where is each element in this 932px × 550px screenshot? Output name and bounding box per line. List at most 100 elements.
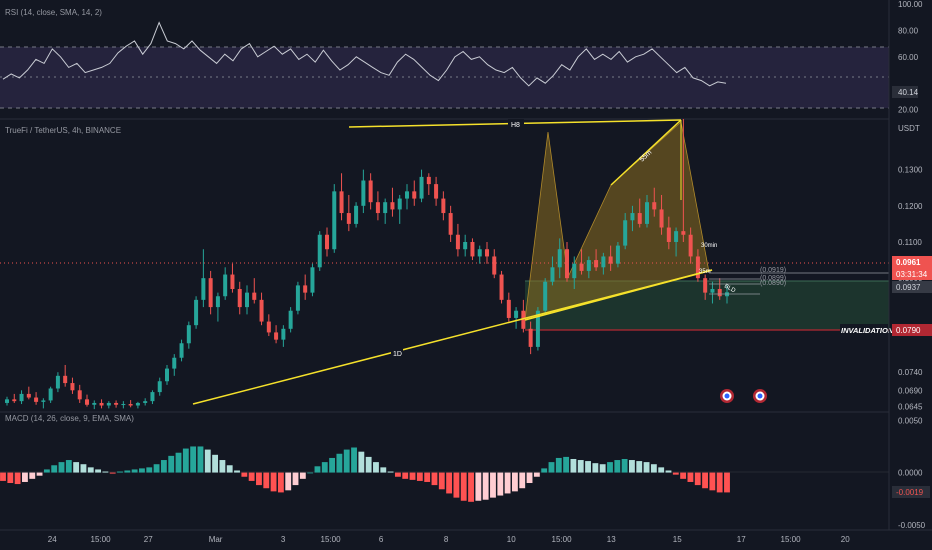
- macd-tick-label: 0.0050: [898, 416, 923, 425]
- event-icon-2[interactable]: [753, 389, 767, 403]
- candle-body: [346, 213, 351, 224]
- candle-body: [266, 321, 271, 333]
- h8-label: H8: [511, 122, 520, 129]
- macd-bar: [175, 452, 182, 473]
- macd-bar: [570, 458, 577, 473]
- macd-bar: [43, 469, 50, 473]
- macd-bar: [358, 451, 365, 473]
- macd-bar: [607, 462, 613, 473]
- candle-body: [412, 191, 417, 199]
- macd-bar: [636, 461, 643, 473]
- time-tick-label: 3: [281, 535, 286, 544]
- candle-body: [710, 289, 715, 293]
- candle-body: [339, 191, 344, 214]
- candle-body: [128, 404, 133, 406]
- rsi-pane[interactable]: RSI (14, close, SMA, 14, 2) 40.14 100.00…: [0, 0, 923, 115]
- candle-body: [674, 231, 679, 242]
- candle-body: [601, 256, 606, 268]
- 55m-diagonal-line[interactable]: [610, 119, 682, 186]
- candle-body: [332, 191, 337, 250]
- countdown-badge: [892, 268, 932, 280]
- level-label-2: (0.0899): [760, 275, 786, 282]
- time-tick-label: 24: [48, 535, 57, 544]
- candle-body: [506, 299, 511, 318]
- lower-support-line[interactable]: [524, 269, 713, 321]
- macd-bar: [234, 470, 240, 473]
- invalidation-label: INVALIDATION: [841, 326, 894, 335]
- candle-body: [223, 274, 228, 297]
- countdown-badge-text: 03:31:34: [896, 270, 928, 279]
- candle-body: [77, 390, 82, 400]
- macd-bar: [87, 467, 94, 473]
- macd-bar: [680, 472, 687, 479]
- candle-body: [354, 205, 359, 224]
- macd-bar: [321, 462, 328, 473]
- macd-bar: [592, 463, 599, 473]
- candle-body: [557, 249, 562, 268]
- bld-label: BLD: [723, 283, 737, 294]
- macd-bar: [7, 472, 14, 484]
- candle-body: [448, 213, 453, 235]
- candle-body: [623, 220, 628, 246]
- macd-bar: [438, 472, 445, 490]
- candle-body: [317, 234, 322, 268]
- harmonic-pattern-fill: [525, 122, 709, 320]
- macd-bar: [248, 472, 255, 481]
- macd-tick-label: 0.0000: [898, 469, 923, 478]
- price-pane[interactable]: (0.0919) (0.0899) (0.0890) H8 1D 55m 30m…: [0, 119, 932, 412]
- candle-body: [499, 274, 504, 300]
- h8-label-bg: [508, 119, 524, 129]
- candle-body: [637, 213, 642, 224]
- candle-body: [48, 388, 53, 401]
- candle-body: [41, 400, 46, 402]
- event-icon-1[interactable]: [720, 389, 734, 403]
- candle-body: [99, 402, 104, 406]
- candle-body: [543, 281, 548, 311]
- candle-body: [63, 375, 68, 384]
- level-label-3: (0.0890): [760, 280, 786, 287]
- candle-body: [106, 402, 111, 406]
- macd-bar: [665, 470, 672, 473]
- candle-body: [281, 328, 286, 340]
- 1d-support-line[interactable]: [192, 269, 713, 405]
- candle-body: [565, 249, 569, 279]
- currency-label: USDT: [898, 124, 920, 133]
- macd-bar: [446, 472, 453, 494]
- candle-body: [288, 310, 293, 329]
- time-axis[interactable]: 24 15:00 27 Mar 3 15:00 6 8 10 15:00 13 15 17 15:00 20: [48, 535, 850, 544]
- macd-bar: [541, 468, 548, 473]
- macd-bar: [468, 472, 474, 502]
- level-badge: [892, 281, 932, 293]
- macd-bar: [475, 472, 482, 501]
- candle-body: [492, 256, 497, 275]
- macd-bar: [533, 472, 540, 477]
- candle-body: [630, 213, 635, 221]
- macd-bar: [139, 468, 145, 473]
- macd-bar: [95, 469, 101, 473]
- candle-body: [215, 296, 220, 308]
- candle-body: [397, 198, 402, 210]
- candle-body: [572, 263, 577, 279]
- level-label-1: (0.0919): [760, 267, 786, 274]
- candle-body: [230, 274, 235, 290]
- macd-bar: [497, 472, 504, 496]
- candle-body: [150, 392, 155, 402]
- candle-body: [419, 176, 424, 199]
- macd-pane[interactable]: MACD (14, 26, close, 9, EMA, SMA) 0.0050…: [0, 414, 930, 530]
- macd-bar: [424, 472, 431, 482]
- candle-body: [172, 357, 177, 369]
- macd-bar: [724, 472, 730, 493]
- invalidation-label-bg: [840, 324, 888, 336]
- time-tick-label: 15: [673, 535, 682, 544]
- macd-bar: [702, 472, 708, 489]
- rsi-axis: 100.00 80.00 60.00 20.00: [898, 0, 923, 115]
- macd-bar: [329, 457, 336, 473]
- macd-bar: [204, 449, 211, 473]
- macd-bar: [577, 460, 584, 473]
- macd-bar: [687, 472, 694, 482]
- candle-body: [201, 278, 206, 300]
- candle-body: [434, 184, 439, 199]
- macd-bar: [460, 472, 467, 501]
- candle-body: [121, 404, 126, 406]
